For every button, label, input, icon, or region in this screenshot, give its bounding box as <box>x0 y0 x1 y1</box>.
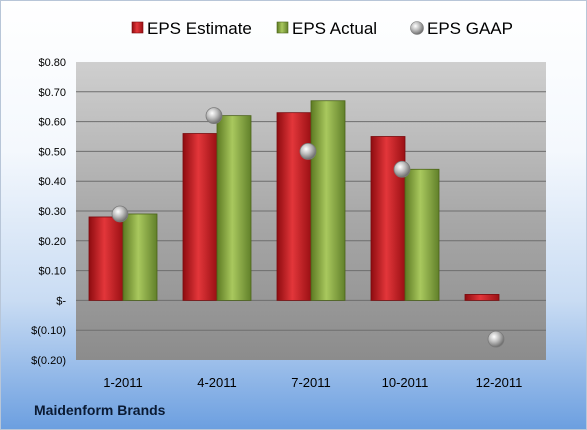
y-tick-label: $0.40 <box>38 176 66 188</box>
bar-eps-actual-4-2011 <box>216 115 252 301</box>
y-tick-label: $(0.20) <box>31 355 66 367</box>
legend-swatch-eps-estimate <box>131 21 144 34</box>
marker-eps-gaap-1-2011 <box>111 205 129 223</box>
marker-eps-gaap-12-2011 <box>487 330 505 348</box>
legend-swatch-eps-gaap <box>410 21 424 35</box>
bar-eps-estimate-10-2011 <box>370 136 406 301</box>
bar-eps-estimate-4-2011 <box>182 133 218 301</box>
y-tick-label: $0.20 <box>38 236 66 248</box>
x-tick-label: 1-2011 <box>103 375 143 390</box>
bar-eps-estimate-1-2011 <box>88 216 124 301</box>
bar-eps-actual-10-2011 <box>404 168 440 301</box>
y-tick-label: $- <box>56 295 66 307</box>
y-tick-label: $(0.10) <box>31 325 66 337</box>
company-name: Maidenform Brands <box>34 402 166 418</box>
bar-eps-estimate-12-2011 <box>464 294 500 301</box>
x-tick-label: 7-2011 <box>291 375 331 390</box>
bar-eps-actual-7-2011 <box>310 100 346 301</box>
x-tick-label: 12-2011 <box>476 375 523 390</box>
y-tick-label: $0.50 <box>38 146 66 158</box>
legend-swatch-eps-actual <box>276 21 289 34</box>
legend-label-eps-actual: EPS Actual <box>292 19 377 38</box>
bar-eps-actual-1-2011 <box>122 213 158 301</box>
y-tick-label: $0.70 <box>38 87 66 99</box>
marker-eps-gaap-7-2011 <box>299 142 317 160</box>
y-tick-label: $0.60 <box>38 117 66 129</box>
marker-eps-gaap-4-2011 <box>205 107 223 125</box>
bar-eps-estimate-7-2011 <box>276 112 312 301</box>
legend-label-eps-gaap: EPS GAAP <box>427 19 513 38</box>
marker-eps-gaap-10-2011 <box>393 160 411 178</box>
y-tick-label: $0.80 <box>38 57 66 69</box>
x-tick-label: 4-2011 <box>197 375 237 390</box>
x-tick-label: 10-2011 <box>382 375 429 390</box>
y-tick-label: $0.30 <box>38 206 66 218</box>
legend-label-eps-estimate: EPS Estimate <box>147 19 252 38</box>
y-tick-label: $0.10 <box>38 266 66 278</box>
